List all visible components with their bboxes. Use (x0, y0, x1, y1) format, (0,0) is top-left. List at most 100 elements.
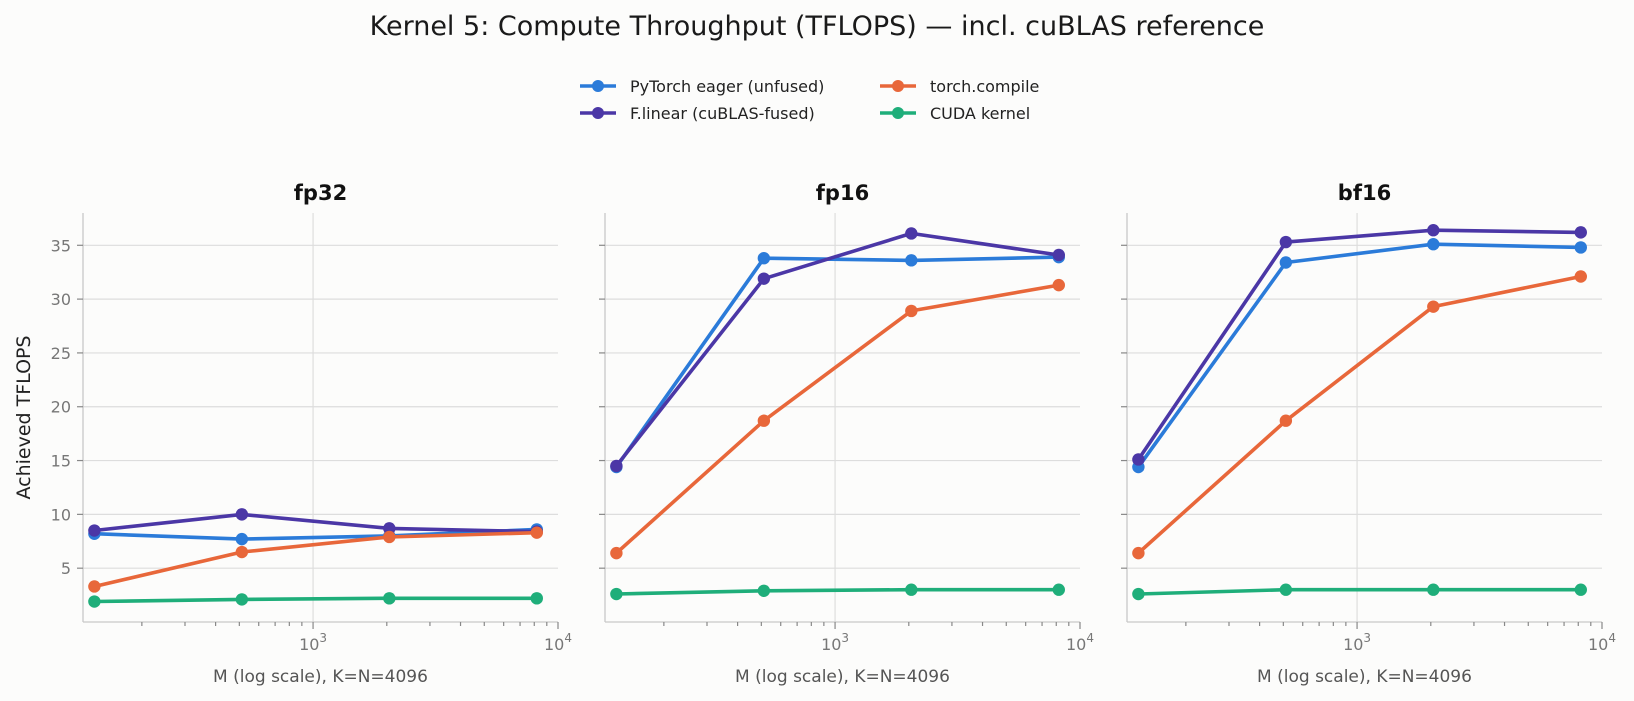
x-tick-label: 103 (299, 631, 327, 654)
data-point (1279, 235, 1293, 249)
data-point (1132, 587, 1145, 601)
x-axis-label: M (log scale), K=N=4096 (735, 667, 950, 687)
data-point (530, 592, 543, 605)
data-point (1279, 256, 1293, 269)
data-point (1052, 583, 1065, 596)
legend-label: PyTorch eager (unfused) (630, 77, 824, 96)
legend-swatch-marker (892, 107, 904, 119)
data-point (1052, 248, 1065, 262)
series-pytorch-eager-unfused (1132, 238, 1587, 474)
y-tick-label: 15 (51, 452, 71, 471)
series-pytorch-eager-unfused (610, 250, 1065, 474)
legend-label: F.linear (cuBLAS-fused) (630, 104, 815, 123)
legend-label: torch.compile (930, 77, 1039, 96)
data-point (1574, 241, 1587, 254)
y-tick-label: 25 (51, 344, 71, 363)
data-point (1574, 270, 1587, 283)
subplot-fp16: 103 104 fp16 M (log scale), K=N=4096 (599, 181, 1094, 687)
data-point (610, 459, 623, 473)
data-point (1052, 278, 1065, 292)
subplot-fp32: 5 10 15 20 25 30 35 103 104 fp32 M (log scale), K=… (13, 181, 572, 687)
data-point (1574, 226, 1587, 239)
series-line (1137, 274, 1582, 555)
series-line (94, 512, 537, 534)
series-f-linear-cublas-fused (1132, 224, 1587, 466)
data-point (1427, 583, 1440, 596)
y-tick-label: 10 (51, 505, 71, 524)
y-tick-label: 35 (51, 236, 71, 255)
series-line (1136, 242, 1581, 469)
x-tick-label: 104 (544, 631, 572, 654)
series-cuda-kernel (88, 592, 543, 608)
data-point (235, 545, 249, 559)
data-point (1279, 583, 1293, 596)
series-line (615, 283, 1060, 555)
data-point (757, 272, 771, 285)
data-point (1132, 546, 1145, 560)
data-point (235, 508, 249, 521)
data-point (905, 304, 918, 318)
legend-entry-torch-compile: torch.compile (880, 77, 1039, 96)
data-point (530, 526, 543, 539)
series-cuda-kernel (1132, 583, 1587, 601)
legend-swatch-marker (592, 80, 604, 92)
series-torch-compile (1132, 270, 1587, 560)
legend-swatch-marker (892, 80, 904, 92)
data-point (88, 580, 101, 593)
legend: PyTorch eager (unfused) F.linear (cuBLAS… (580, 77, 1039, 123)
subplot-title: fp16 (816, 181, 869, 205)
y-tick-label: 30 (51, 290, 71, 309)
data-point (235, 532, 249, 546)
series-line (94, 596, 537, 604)
x-tick-label: 103 (1343, 631, 1371, 654)
series-line (1138, 587, 1581, 596)
subplots: 5 10 15 20 25 30 35 103 104 fp32 M (log scale), K=… (13, 181, 1616, 687)
x-axis-label: M (log scale), K=N=4096 (213, 667, 428, 687)
data-point (383, 530, 396, 544)
data-point (1427, 238, 1440, 251)
series-f-linear-cublas-fused (610, 227, 1065, 473)
series-line (616, 587, 1059, 596)
data-point (88, 595, 101, 608)
y-axis-label: Achieved TFLOPS (13, 335, 35, 499)
data-point (610, 587, 623, 601)
x-tick-label: 104 (1588, 631, 1616, 654)
data-point (235, 593, 249, 606)
data-point (1427, 300, 1440, 313)
data-point (1279, 414, 1293, 427)
series-torch-compile (610, 278, 1065, 560)
series-torch-compile (88, 526, 543, 593)
data-point (905, 227, 918, 240)
data-point (757, 584, 771, 597)
data-point (1574, 583, 1587, 596)
data-point (383, 592, 396, 605)
series-line (94, 527, 537, 541)
subplot-bf16: 103 104 bf16 M (log scale), K=N=4096 (1121, 181, 1616, 687)
data-point (1427, 224, 1440, 237)
x-tick-label: 103 (821, 631, 849, 654)
series-line (93, 530, 537, 589)
data-point (905, 583, 918, 596)
y-tick-label: 20 (51, 398, 71, 417)
legend-entry-pytorch-eager: PyTorch eager (unfused) (580, 77, 824, 96)
series-line (1136, 228, 1581, 461)
figure-title: Kernel 5: Compute Throughput (TFLOPS) — … (370, 11, 1265, 42)
data-point (88, 524, 101, 537)
data-point (905, 254, 918, 267)
data-point (383, 522, 396, 535)
subplot-title: fp32 (294, 181, 347, 205)
legend-entry-cuda-kernel: CUDA kernel (880, 104, 1030, 123)
legend-swatch-marker (592, 107, 604, 119)
data-point (610, 546, 623, 560)
x-tick-label: 104 (1066, 631, 1094, 654)
x-axis-label: M (log scale), K=N=4096 (1257, 667, 1472, 687)
data-point (1132, 453, 1145, 466)
data-point (757, 252, 771, 265)
legend-label: CUDA kernel (930, 104, 1030, 123)
series-line (614, 255, 1059, 469)
y-tick-label: 5 (61, 559, 71, 578)
subplot-title: bf16 (1338, 181, 1391, 205)
series-line (614, 231, 1060, 468)
